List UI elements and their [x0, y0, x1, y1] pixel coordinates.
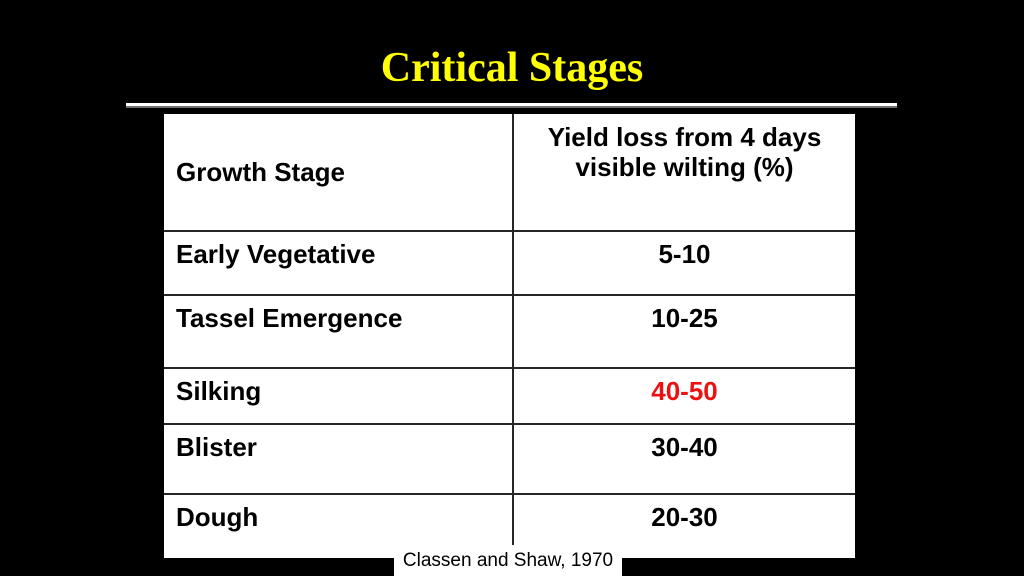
title-underline [126, 103, 897, 106]
critical-stages-table: Growth Stage Yield loss from 4 days visi… [164, 114, 855, 558]
header-cell-growth-stage: Growth Stage [164, 114, 512, 230]
loss-value-highlighted: 40-50 [651, 376, 718, 406]
loss-value: 20-30 [651, 502, 718, 532]
header-yield-loss-line2: visible wilting (%) [575, 151, 794, 182]
loss-value: 30-40 [651, 432, 718, 462]
table-row-stage: Tassel Emergence [164, 294, 512, 367]
header-growth-stage-label: Growth Stage [176, 156, 346, 187]
citation-text: Classen and Shaw, 1970 [402, 549, 614, 571]
table-row-stage: Dough [164, 493, 512, 558]
citation-box: Classen and Shaw, 1970 [394, 545, 622, 576]
table-row-loss: 30-40 [512, 423, 855, 493]
stage-label: Silking [176, 376, 262, 406]
table-row-stage: Blister [164, 423, 512, 493]
header-yield-loss-line1: Yield loss from 4 days [547, 122, 822, 152]
table-row-loss: 5-10 [512, 230, 855, 294]
loss-value: 5-10 [658, 239, 711, 269]
table-row-loss: 10-25 [512, 294, 855, 367]
slide-title: Critical Stages [380, 45, 644, 91]
table-row-stage: Early Vegetative [164, 230, 512, 294]
header-cell-yield-loss: Yield loss from 4 days visible wilting (… [512, 114, 855, 230]
table-row-loss-highlighted: 40-50 [512, 367, 855, 423]
table-row-stage: Silking [164, 367, 512, 423]
stage-label: Early Vegetative [176, 239, 376, 269]
table-row-loss: 20-30 [512, 493, 855, 558]
loss-value: 10-25 [651, 303, 718, 333]
stage-label: Dough [176, 502, 259, 532]
stage-label: Tassel Emergence [176, 303, 403, 333]
stage-label: Blister [176, 432, 257, 462]
